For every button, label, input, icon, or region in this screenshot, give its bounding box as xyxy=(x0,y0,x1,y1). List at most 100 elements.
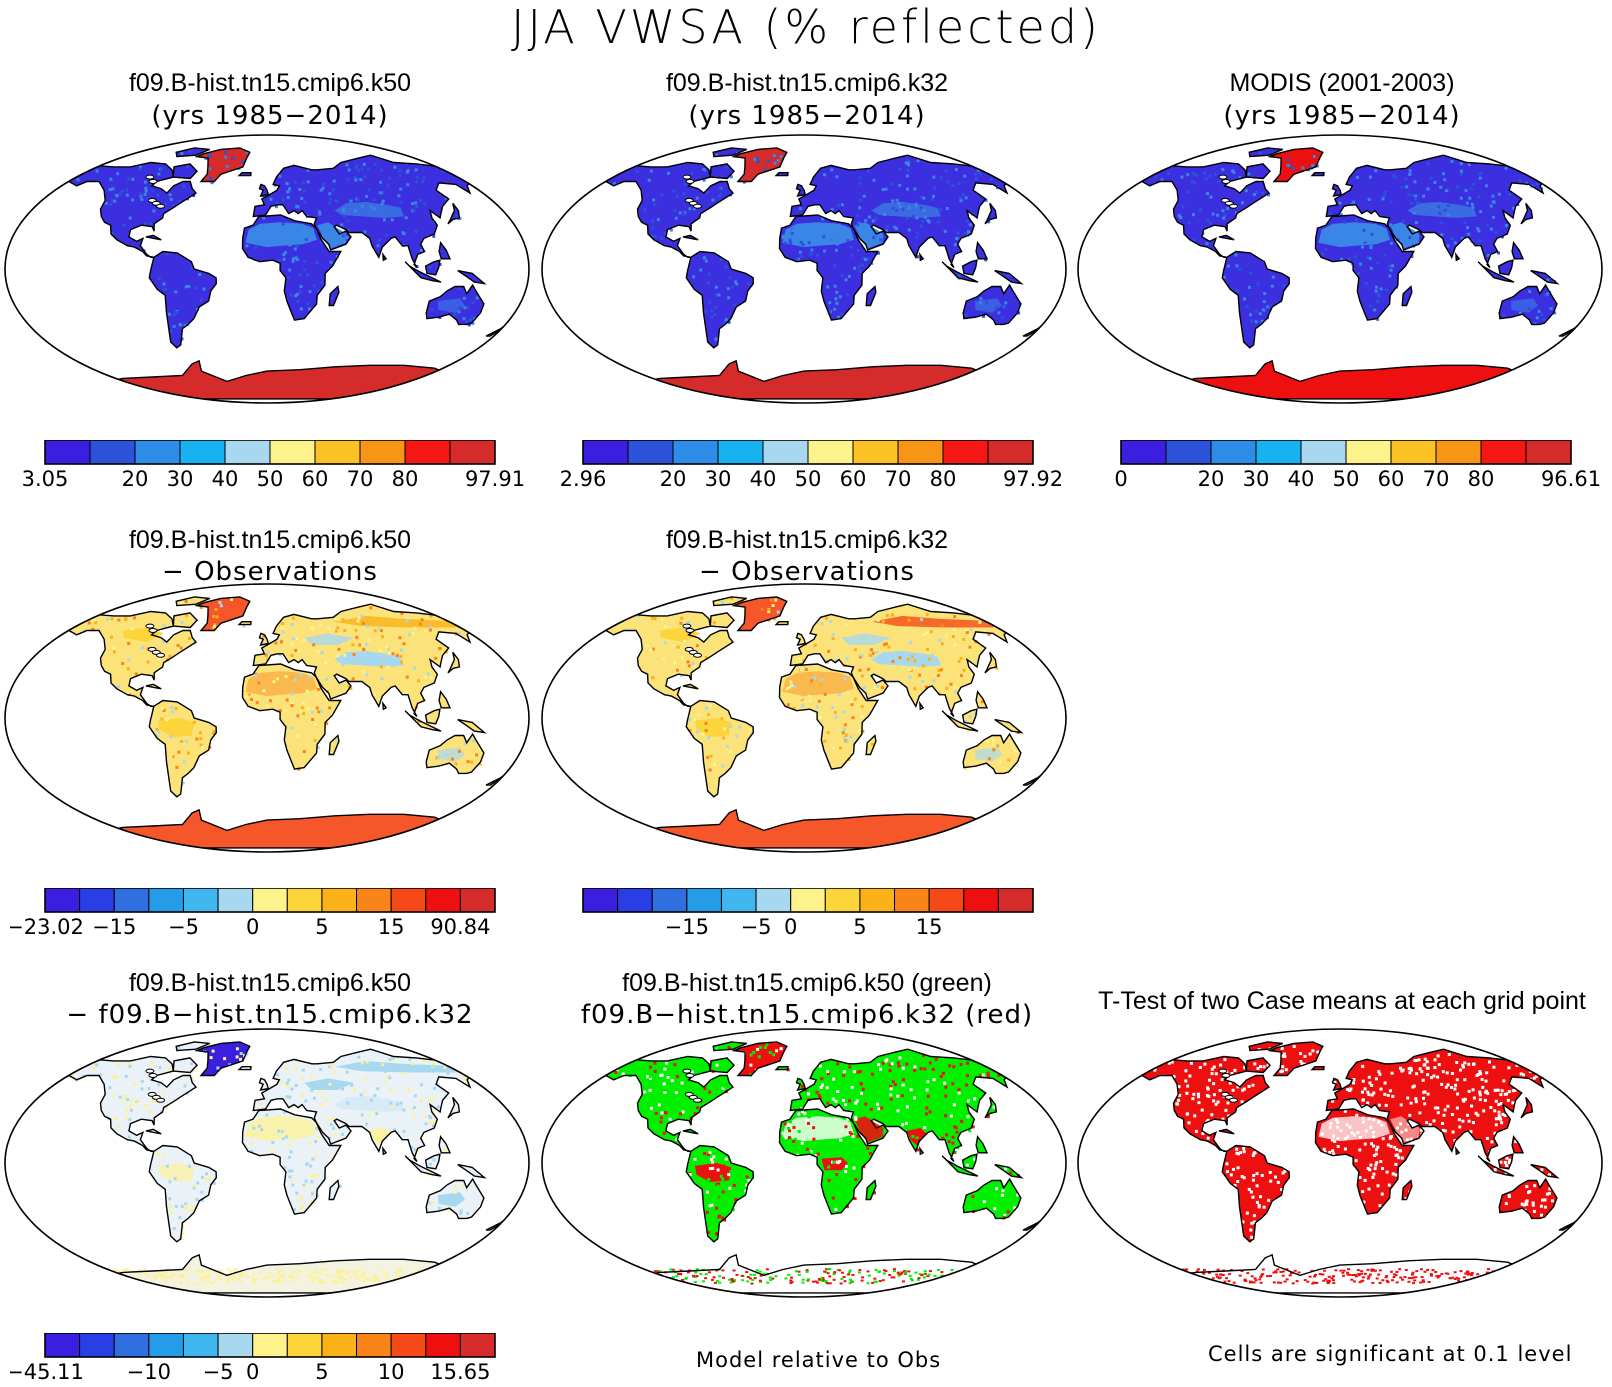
grid-cell xyxy=(257,1124,261,1128)
grid-cell xyxy=(981,1073,985,1077)
grid-cell xyxy=(726,287,730,291)
grid-cell xyxy=(367,167,370,171)
grid-cell xyxy=(263,240,266,244)
grid-cell xyxy=(1376,1145,1380,1149)
coastline-iceland xyxy=(1310,1066,1325,1071)
grid-cell xyxy=(923,1270,927,1273)
grid-cell xyxy=(839,1282,843,1285)
grid-cell xyxy=(831,746,835,750)
grid-cell xyxy=(885,229,889,233)
grid-cell xyxy=(212,729,216,733)
grid-cell xyxy=(332,179,336,183)
map-border xyxy=(541,583,1067,853)
grid-cell xyxy=(966,729,970,732)
grid-cell xyxy=(892,1270,896,1273)
grid-cell xyxy=(310,1089,314,1093)
grid-cell xyxy=(1441,1070,1445,1074)
grid-cell xyxy=(973,1097,977,1101)
grid-cell xyxy=(320,280,324,284)
grid-cell xyxy=(1478,1070,1482,1073)
land-madagascar xyxy=(329,286,339,306)
grid-cell xyxy=(695,196,699,200)
grid-cell xyxy=(160,1275,164,1278)
grid-cell xyxy=(459,1211,463,1215)
grid-cell xyxy=(110,198,114,202)
grid-cell xyxy=(1499,1102,1503,1106)
grid-cell xyxy=(1471,1121,1475,1125)
grid-cell xyxy=(290,654,294,657)
grid-cell xyxy=(336,1272,340,1275)
coastline-newguinea xyxy=(457,269,487,285)
grid-cell xyxy=(670,1079,674,1083)
coastline-japan xyxy=(984,1096,998,1119)
grid-cell xyxy=(180,1231,184,1235)
grid-cell xyxy=(651,616,654,620)
grid-cell xyxy=(171,710,175,714)
grid-cell xyxy=(1367,1093,1371,1097)
grid-cell xyxy=(760,607,764,611)
coastline-eurasia xyxy=(789,154,1019,268)
grid-cell xyxy=(218,1269,222,1272)
grid-cell xyxy=(849,735,853,739)
grid-cell xyxy=(299,1270,303,1272)
region-centasia xyxy=(334,1095,404,1112)
grid-cell xyxy=(1301,166,1305,170)
colorbar-label: −10 xyxy=(127,1360,171,1384)
grid-cell xyxy=(358,1268,362,1271)
grid-cell xyxy=(174,290,178,294)
land-madagascar xyxy=(329,1180,339,1200)
grid-cell xyxy=(1318,1273,1322,1276)
grid-cell xyxy=(125,1279,128,1282)
grid-cell xyxy=(1205,242,1209,246)
grid-cell xyxy=(722,1164,726,1168)
grid-cell xyxy=(1400,1130,1404,1134)
grid-cell xyxy=(1395,1281,1399,1284)
grid-cell xyxy=(1491,1276,1495,1279)
grid-cell xyxy=(995,666,999,670)
grid-cell xyxy=(296,734,300,738)
coastline-samerica xyxy=(685,250,755,349)
grid-cell xyxy=(954,1126,958,1130)
grid-cell xyxy=(1511,1089,1515,1093)
grid-cell xyxy=(821,1278,825,1281)
grid-cell xyxy=(1547,1191,1551,1195)
land-ellesmere xyxy=(176,596,210,606)
grid-cell xyxy=(428,265,432,269)
grid-cell xyxy=(958,273,962,277)
grid-cell xyxy=(718,1281,722,1284)
grid-cell xyxy=(741,1279,745,1282)
grid-cell xyxy=(666,1076,670,1079)
grid-cell xyxy=(1413,1279,1417,1282)
grid-cell xyxy=(1423,1102,1427,1106)
grid-cell xyxy=(405,619,409,623)
grid-cell xyxy=(1254,309,1258,313)
grid-cell xyxy=(285,1084,289,1088)
grid-cell xyxy=(649,1065,652,1069)
grid-cell xyxy=(1184,1269,1188,1272)
grid-cell xyxy=(722,1084,726,1088)
grid-cell xyxy=(880,686,884,689)
grid-cell xyxy=(1255,1172,1259,1176)
grid-cell xyxy=(906,159,910,162)
grid-cell xyxy=(302,1185,306,1189)
grid-cell xyxy=(1192,172,1195,176)
grid-cell xyxy=(336,1270,340,1273)
grid-cell xyxy=(1413,1059,1417,1062)
colorbar-box xyxy=(252,1333,288,1358)
grid-cell xyxy=(720,717,724,721)
grid-cell xyxy=(305,1162,309,1166)
grid-cell xyxy=(839,1138,843,1142)
grid-cell xyxy=(816,253,819,257)
grid-cell xyxy=(1220,1078,1224,1082)
grid-cell xyxy=(944,1094,948,1098)
grid-cell xyxy=(857,1155,861,1159)
grid-cell xyxy=(1471,205,1475,209)
grid-cell xyxy=(990,1064,994,1068)
coastline-srilanka xyxy=(1455,252,1461,262)
grid-cell xyxy=(1334,1269,1338,1272)
grid-cell xyxy=(807,1115,811,1119)
grid-cell xyxy=(131,177,135,181)
grid-cell xyxy=(986,739,990,743)
map-layer xyxy=(542,584,1066,852)
grid-cell xyxy=(1446,188,1450,192)
